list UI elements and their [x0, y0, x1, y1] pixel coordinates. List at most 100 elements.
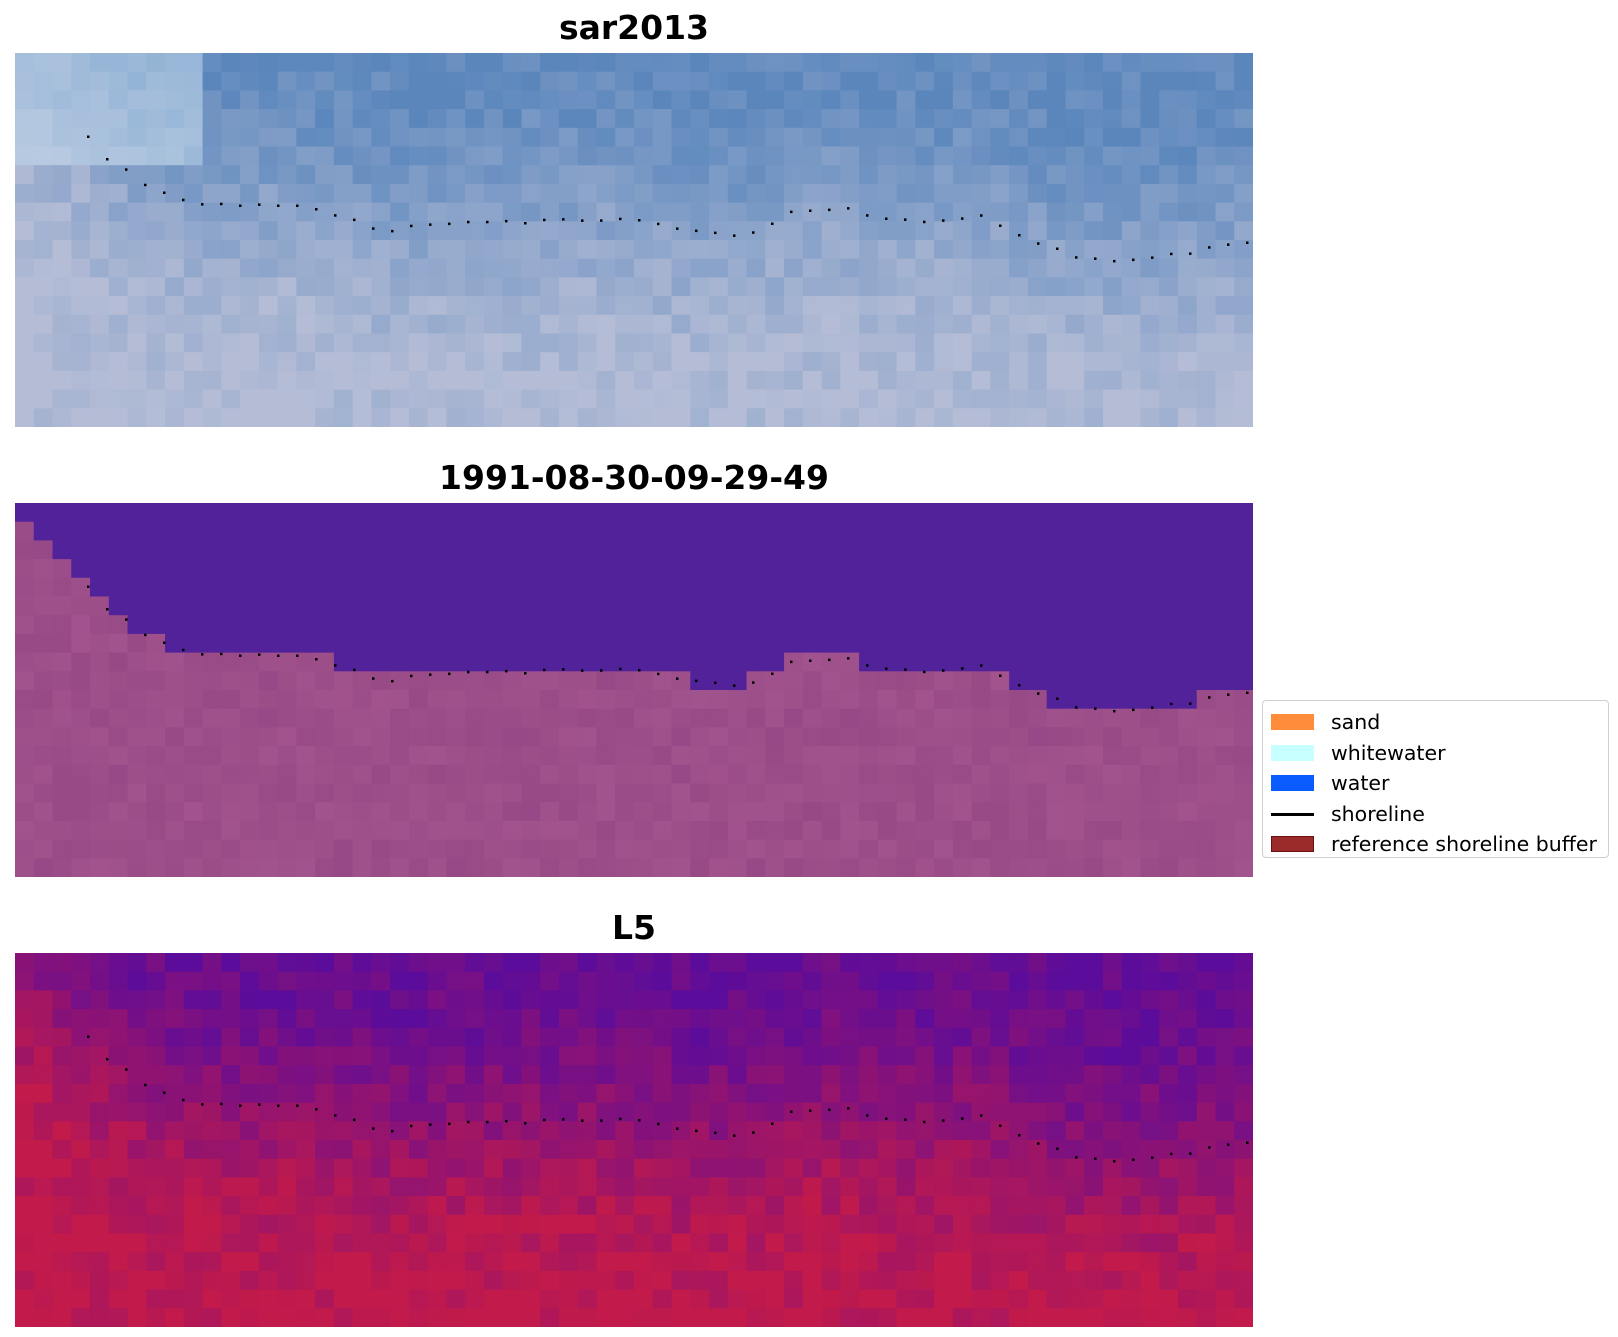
image-pixel: [258, 783, 279, 803]
image-pixel: [690, 127, 710, 148]
image-pixel: [502, 1065, 523, 1085]
image-pixel: [15, 839, 35, 859]
image-pixel: [165, 820, 185, 841]
image-pixel: [146, 408, 166, 427]
image-pixel: [1140, 783, 1160, 803]
image-pixel: [240, 1140, 260, 1160]
image-pixel: [71, 1270, 91, 1291]
image-pixel: [1121, 953, 1142, 973]
image-pixel: [446, 764, 466, 785]
image-pixel: [540, 352, 560, 372]
image-pixel: [390, 708, 410, 728]
image-pixel: [971, 146, 991, 166]
image-pixel: [71, 783, 91, 803]
image-pixel: [521, 858, 541, 877]
image-pixel: [446, 727, 466, 747]
image-pixel: [446, 1027, 466, 1048]
image-pixel: [840, 333, 860, 353]
image-pixel: [390, 953, 410, 973]
image-pixel: [221, 746, 241, 766]
image-pixel: [1140, 1046, 1160, 1066]
image-pixel: [727, 1233, 748, 1253]
image-pixel: [1196, 671, 1217, 691]
image-pixel: [577, 1214, 598, 1235]
image-pixel: [802, 1270, 823, 1291]
image-pixel: [15, 53, 35, 73]
image-pixel: [446, 1121, 466, 1141]
image-pixel: [558, 577, 579, 598]
image-pixel: [859, 1270, 879, 1291]
image-pixel: [671, 540, 691, 560]
image-pixel: [502, 314, 523, 335]
image-pixel: [802, 183, 823, 204]
image-pixel: [108, 183, 129, 204]
image-pixel: [709, 165, 729, 185]
image-pixel: [427, 1140, 448, 1160]
image-pixel: [990, 109, 1010, 129]
image-pixel: [352, 1009, 372, 1029]
image-pixel: [127, 990, 147, 1010]
image-pixel: [108, 671, 129, 691]
image-pixel: [690, 389, 710, 409]
image-pixel: [15, 146, 35, 166]
image-pixel: [727, 746, 748, 766]
image-pixel: [952, 559, 973, 579]
image-pixel: [127, 953, 147, 973]
image-pixel: [15, 165, 35, 185]
image-pixel: [427, 296, 448, 316]
image-pixel: [15, 521, 35, 541]
legend-item-reference-buffer: reference shoreline buffer: [1263, 827, 1608, 858]
image-pixel: [652, 839, 673, 859]
image-pixel: [108, 127, 129, 148]
image-pixel: [1140, 202, 1160, 222]
image-pixel: [821, 240, 841, 260]
image-pixel: [427, 1046, 448, 1066]
image-pixel: [1140, 540, 1160, 560]
image-pixel: [577, 1270, 598, 1291]
image-pixel: [315, 1289, 335, 1309]
image-pixel: [258, 1140, 279, 1160]
image-pixel: [952, 352, 973, 372]
image-pixel: [1121, 202, 1142, 222]
image-pixel: [240, 577, 260, 598]
image-pixel: [221, 333, 241, 353]
image-pixel: [971, 1083, 991, 1104]
image-pixel: [15, 1196, 35, 1216]
image-pixel: [652, 277, 673, 297]
image-pixel: [15, 352, 35, 372]
image-pixel: [333, 1046, 354, 1066]
image-pixel: [840, 1308, 860, 1327]
image-pixel: [165, 764, 185, 785]
image-pixel: [558, 540, 579, 560]
image-pixel: [1009, 221, 1029, 241]
image-pixel: [1084, 352, 1104, 372]
image-pixel: [1140, 615, 1160, 635]
image-pixel: [277, 1214, 297, 1235]
image-pixel: [1196, 370, 1217, 391]
image-pixel: [915, 802, 935, 822]
image-pixel: [183, 1308, 204, 1327]
image-pixel: [127, 127, 147, 148]
image-pixel: [240, 240, 260, 260]
image-pixel: [277, 727, 297, 747]
image-pixel: [990, 389, 1010, 409]
image-pixel: [183, 615, 204, 635]
shoreline-point: [1113, 709, 1116, 713]
image-pixel: [1140, 652, 1160, 672]
image-pixel: [90, 521, 110, 541]
image-pixel: [934, 296, 954, 316]
image-pixel: [258, 746, 279, 766]
image-pixel: [390, 277, 410, 297]
image-pixel: [634, 258, 654, 278]
image-pixel: [146, 314, 166, 335]
image-pixel: [1215, 1009, 1235, 1029]
image-pixel: [615, 521, 635, 541]
image-pixel: [634, 802, 654, 822]
image-pixel: [746, 746, 766, 766]
image-pixel: [915, 1140, 935, 1160]
image-pixel: [202, 53, 222, 73]
image-pixel: [465, 708, 485, 728]
shoreline-point: [220, 652, 223, 656]
image-pixel: [540, 408, 560, 427]
image-pixel: [1084, 240, 1104, 260]
